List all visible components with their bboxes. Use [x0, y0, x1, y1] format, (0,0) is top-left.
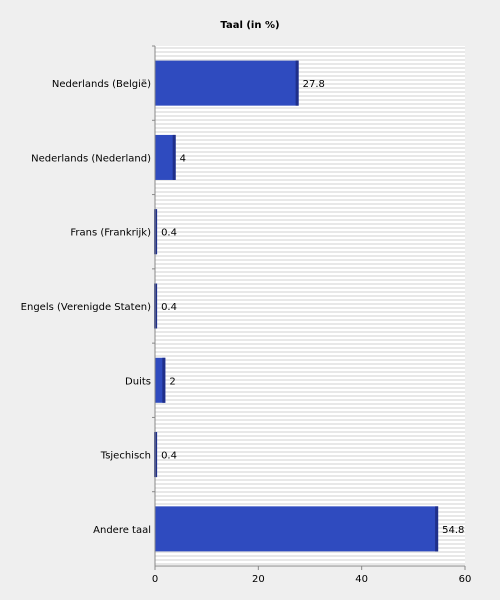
- x-tick-label: 40: [355, 574, 368, 585]
- category-label: Tsjechisch: [100, 451, 151, 462]
- bar-edge: [172, 134, 176, 180]
- chart-title: Taal (in %): [220, 20, 279, 31]
- axes: Nederlands (België) Nederlands (Nederland…: [21, 45, 472, 585]
- plot-area: [155, 46, 465, 566]
- bar: [155, 60, 299, 106]
- bar-edge: [435, 506, 439, 552]
- bars: 27.8 4 0.4 0.4 2 0.4 54.8: [154, 60, 464, 552]
- x-tick-label: 0: [152, 574, 158, 585]
- value-label: 27.8: [303, 79, 325, 90]
- bar: [155, 506, 439, 552]
- bar-edge: [154, 283, 158, 329]
- x-tick-label: 60: [459, 574, 472, 585]
- category-label: Duits: [125, 376, 151, 387]
- bar-edge: [154, 209, 158, 255]
- category-label: Andere taal: [93, 525, 151, 536]
- category-label: Engels (Verenigde Staten): [21, 302, 151, 313]
- value-label: 0.4: [161, 228, 177, 239]
- category-label: Nederlands (België): [52, 79, 151, 90]
- category-label: Frans (Frankrijk): [70, 228, 151, 239]
- bar-edge: [295, 60, 299, 106]
- value-label: 4: [180, 153, 186, 164]
- value-label: 2: [169, 376, 175, 387]
- category-label: Nederlands (Nederland): [31, 153, 151, 164]
- value-label: 54.8: [442, 525, 464, 536]
- bar-edge: [154, 432, 158, 478]
- bar-edge: [162, 357, 166, 403]
- bar: [155, 134, 176, 180]
- value-label: 0.4: [161, 451, 177, 462]
- x-tick-label: 20: [252, 574, 265, 585]
- bar: [155, 357, 166, 403]
- value-label: 0.4: [161, 302, 177, 313]
